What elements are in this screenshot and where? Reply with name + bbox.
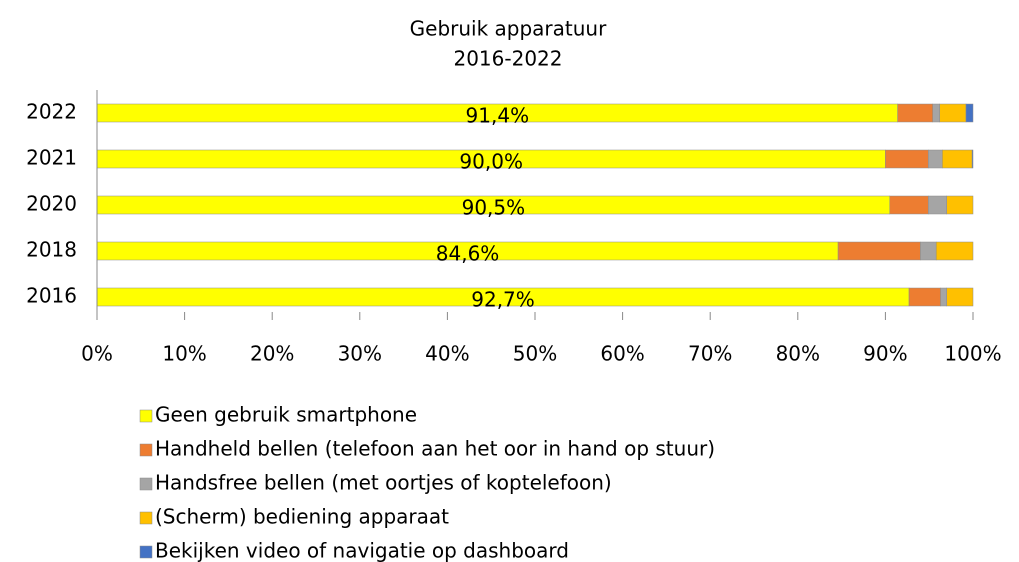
bar-segment: [946, 287, 974, 307]
y-tick-label: 2022: [26, 100, 77, 124]
x-tick-label: 90%: [863, 342, 907, 366]
bar-segment: [965, 103, 974, 123]
bar-segment: [939, 103, 967, 123]
legend-swatch: [139, 443, 153, 457]
x-tick-label: 20%: [250, 342, 294, 366]
x-tick-label: 10%: [162, 342, 206, 366]
x-tick-label: 40%: [425, 342, 469, 366]
x-tick-label: 70%: [688, 342, 732, 366]
legend-label: Handheld bellen (telefoon aan het oor in…: [155, 437, 715, 461]
x-tick-label: 100%: [944, 342, 1001, 366]
chart-title: Gebruik apparatuur: [410, 17, 607, 41]
bar-segment: [897, 103, 933, 123]
x-tick-label: 30%: [338, 342, 382, 366]
data-label: 84,6%: [436, 242, 500, 266]
legend-swatch: [139, 511, 153, 525]
x-tick-label: 60%: [600, 342, 644, 366]
bar-segment: [928, 149, 943, 169]
legend-swatch: [139, 477, 153, 491]
bar-segment: [928, 195, 947, 215]
y-tick-label: 2016: [26, 284, 77, 308]
legend-label: (Scherm) bediening apparaat: [155, 505, 449, 529]
data-label: 92,7%: [471, 288, 535, 312]
legend-label: Geen gebruik smartphone: [155, 403, 417, 427]
bar-segment: [971, 149, 974, 169]
legend-label: Bekijken video of navigatie op dashboard: [155, 539, 569, 562]
bar-segment: [889, 195, 929, 215]
legend-label: Handsfree bellen (met oortjes of koptele…: [155, 471, 612, 495]
bar-segment: [940, 287, 947, 307]
bar-segment: [920, 241, 937, 261]
bar-segment: [946, 195, 974, 215]
legend-swatch: [139, 545, 153, 559]
x-tick-label: 50%: [513, 342, 557, 366]
chart-subtitle: 2016-2022: [453, 47, 562, 71]
bar-segment: [908, 287, 941, 307]
bar-segment: [837, 241, 921, 261]
y-tick-label: 2018: [26, 238, 77, 262]
y-tick-label: 2021: [26, 146, 77, 170]
data-label: 91,4%: [466, 104, 530, 128]
bar-segment: [885, 149, 929, 169]
x-tick-label: 80%: [776, 342, 820, 366]
x-tick-label: 0%: [81, 342, 113, 366]
data-label: 90,5%: [462, 196, 526, 220]
bar-segment: [935, 241, 974, 261]
y-tick-label: 2020: [26, 192, 77, 216]
bar-segment: [942, 149, 973, 169]
legend-swatch: [139, 409, 153, 423]
data-label: 90,0%: [459, 150, 523, 174]
bar-segment: [932, 103, 940, 123]
